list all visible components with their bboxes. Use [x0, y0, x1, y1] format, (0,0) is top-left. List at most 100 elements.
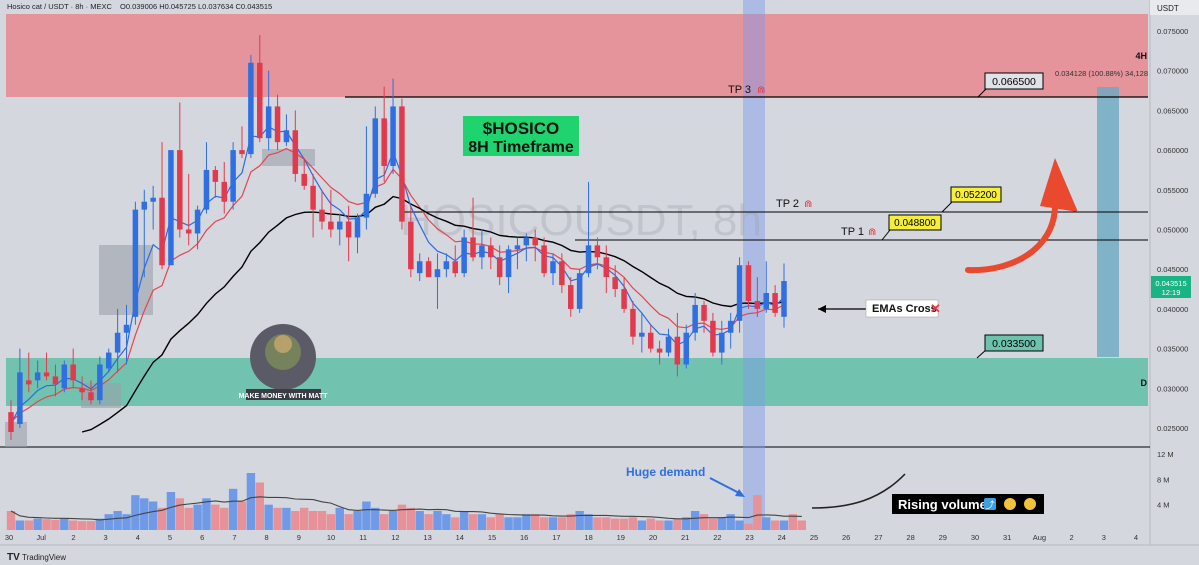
candle-body: [612, 277, 618, 290]
candle-body: [123, 324, 130, 333]
volume-bar: [122, 514, 131, 530]
current-price-tag: [1151, 276, 1191, 298]
time-label: 3: [104, 533, 108, 542]
up-arrow: [965, 202, 1058, 274]
candle-body: [230, 150, 236, 202]
time-label: 28: [906, 533, 914, 542]
volume-bar: [539, 517, 549, 530]
measure-text: 0.034128 (100.88%) 34,128: [1055, 69, 1148, 78]
time-label: 21: [681, 533, 689, 542]
volume-bar: [237, 501, 247, 530]
svg-text:⤴: ⤴: [985, 499, 994, 510]
tp1-callout: [888, 214, 942, 231]
price-tick: 0.030000: [1157, 384, 1188, 393]
ema-long-line: [81, 195, 785, 433]
rising-volume-curve: [811, 473, 906, 509]
volume-bar: [619, 518, 629, 530]
candle-body: [754, 300, 761, 309]
candle-body: [425, 261, 432, 278]
candle-body: [399, 106, 405, 222]
volume-bar: [362, 501, 371, 530]
arrow-up-icon: [984, 498, 996, 510]
time-label: 7: [232, 533, 236, 542]
highlight-column: [743, 0, 765, 530]
time-label: 3: [1102, 533, 1106, 542]
candle-body: [496, 257, 503, 278]
volume-bar: [770, 520, 780, 530]
candle-body: [17, 372, 23, 425]
tp1-price: 0.048800: [894, 218, 936, 229]
volume-bar: [95, 518, 105, 530]
candle-body: [745, 265, 752, 301]
tp3-label: TP 3: [728, 84, 751, 96]
time-label: 24: [778, 533, 786, 542]
candle-body: [523, 237, 530, 246]
candle-body: [274, 106, 281, 143]
volume-bar: [557, 517, 567, 530]
tradingview-label: TradingView: [22, 553, 66, 562]
time-label: 4: [136, 533, 140, 542]
time-label: 25: [810, 533, 818, 542]
candle-body: [665, 336, 672, 353]
volume-bar: [459, 511, 469, 530]
volume-bar: [610, 518, 620, 530]
time-label: 13: [423, 533, 431, 542]
volume-bar: [468, 514, 478, 530]
volume-bar: [637, 520, 647, 530]
candle-body: [328, 221, 334, 230]
watermark: HOSICOUSDT, 8h: [400, 196, 762, 245]
price-tick: 0.060000: [1157, 146, 1188, 155]
candle-body: [381, 118, 387, 166]
candle-body: [248, 62, 254, 155]
candle-body: [34, 372, 41, 381]
candle-body: [319, 209, 325, 222]
volume-bar: [379, 514, 389, 530]
volume-bar: [566, 514, 575, 530]
candle-body: [416, 261, 423, 274]
volume-bar: [717, 517, 726, 530]
measure-bar: [1097, 87, 1119, 357]
zone-tag: D: [1141, 378, 1148, 388]
ohlc-line: O0.039006 H0.045725 L0.037634 C0.043515: [120, 2, 272, 11]
volume-bar: [33, 518, 42, 530]
time-label: 9: [297, 533, 301, 542]
time-label: Jul: [36, 533, 46, 542]
volume-bar: [273, 507, 282, 530]
emoji-icon-2: [1024, 498, 1036, 510]
candle-body: [443, 261, 450, 270]
countdown: 12:19: [1162, 288, 1181, 297]
candle-body: [434, 269, 441, 278]
support-price: 0.033500: [992, 338, 1036, 350]
candle-body: [283, 130, 290, 143]
time-label: 30: [5, 533, 13, 542]
candle-body: [647, 332, 654, 349]
candle-body: [763, 293, 769, 309]
candle-body: [639, 332, 645, 337]
candle-body: [772, 293, 778, 313]
volume-bar: [68, 520, 78, 530]
volume-bar: [504, 517, 513, 530]
candle-body: [656, 348, 663, 353]
candle-body: [159, 197, 165, 266]
volume-bar: [388, 511, 398, 530]
cross-icon: ✕: [930, 301, 941, 316]
volume-bar: [415, 511, 424, 530]
volume-bar: [60, 518, 69, 530]
candle-body: [603, 257, 610, 278]
magnet-icon-tp1: ⋒: [868, 227, 876, 238]
candle-body: [345, 221, 352, 238]
volume-bar: [593, 517, 602, 530]
volume-bar: [193, 504, 202, 530]
volume-bar: [113, 511, 122, 530]
candle-body: [541, 245, 547, 274]
volume-bar: [690, 511, 700, 530]
price-tick: 0.025000: [1157, 424, 1188, 433]
tp2-label: TP 2: [776, 198, 799, 210]
candle-body: [97, 364, 103, 401]
volume-bar: [15, 520, 25, 530]
candle-body: [719, 332, 725, 353]
volume-bar: [522, 514, 531, 530]
candle-body: [479, 245, 485, 258]
volume-bar: [291, 511, 300, 530]
volume-bar: [788, 514, 798, 530]
